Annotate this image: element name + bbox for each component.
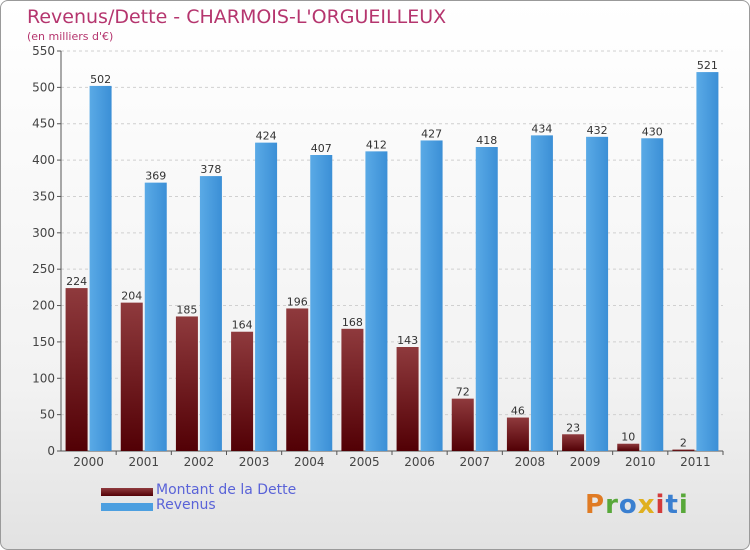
bar-dette xyxy=(341,328,364,451)
data-label-dette: 23 xyxy=(566,421,580,434)
data-label-dette: 10 xyxy=(621,431,635,444)
x-tick-label: 2008 xyxy=(515,455,546,469)
bar-dette xyxy=(562,434,585,451)
y-tick-label: 50 xyxy=(40,408,55,422)
logo-letter: o xyxy=(618,490,638,520)
bar-revenus xyxy=(641,138,664,452)
legend-label-revenus: Revenus xyxy=(156,497,216,513)
data-label-dette: 2 xyxy=(680,437,687,450)
bar-dette xyxy=(65,288,88,451)
bar-revenus xyxy=(530,135,553,451)
logo-letter: i xyxy=(678,490,689,520)
bar-revenus xyxy=(89,85,112,451)
bar-revenus xyxy=(475,147,498,451)
logo-letter: i xyxy=(655,490,666,520)
logo-letter: x xyxy=(637,490,656,520)
data-label-revenus: 378 xyxy=(200,163,221,176)
x-tick-label: 2003 xyxy=(239,455,270,469)
data-label-dette: 72 xyxy=(456,386,470,399)
data-label-revenus: 427 xyxy=(421,127,442,140)
bar-dette xyxy=(231,331,254,451)
data-label-revenus: 432 xyxy=(587,124,608,137)
bar-revenus xyxy=(586,136,609,451)
data-label-dette: 143 xyxy=(397,334,418,347)
bar-revenus xyxy=(696,72,719,451)
data-label-dette: 204 xyxy=(121,290,142,303)
data-label-revenus: 369 xyxy=(145,170,166,183)
bar-revenus xyxy=(365,151,388,451)
x-tick-label: 2007 xyxy=(459,455,490,469)
data-label-revenus: 502 xyxy=(90,73,111,86)
bar-dette xyxy=(175,316,198,451)
bar-revenus xyxy=(310,155,333,451)
data-labels: 224 502 204 369 185 378 164 424 196 407 168 412 143 4… xyxy=(66,59,718,449)
bar-dette xyxy=(506,417,529,451)
y-tick-label: 550 xyxy=(32,44,55,58)
logo-letter: P xyxy=(585,490,606,520)
x-tick-label: 2005 xyxy=(349,455,380,469)
legend-swatch-revenus xyxy=(101,503,153,511)
chart-title: Revenus/Dette - CHARMOIS-L'ORGUEILLEUX xyxy=(27,6,447,28)
legend-label-dette: Montant de la Dette xyxy=(156,482,297,498)
bar-dette xyxy=(286,308,309,451)
bars xyxy=(65,72,719,452)
logo-letter: r xyxy=(605,490,619,520)
x-tick-label: 2004 xyxy=(294,455,325,469)
data-label-dette: 46 xyxy=(511,405,525,418)
logo-letter: t xyxy=(665,490,679,520)
y-tick-label: 250 xyxy=(32,262,55,276)
data-label-revenus: 430 xyxy=(642,125,663,138)
data-label-dette: 164 xyxy=(232,319,253,332)
y-tick-label: 100 xyxy=(32,371,55,385)
data-label-dette: 185 xyxy=(176,303,197,316)
data-label-revenus: 418 xyxy=(476,134,497,147)
grid-lines xyxy=(61,50,723,452)
y-tick-label: 400 xyxy=(32,153,55,167)
y-tick-label: 300 xyxy=(32,226,55,240)
proxiti-logo: Proxiti xyxy=(585,490,689,520)
data-label-revenus: 424 xyxy=(256,130,277,143)
y-tick-label: 350 xyxy=(32,189,55,203)
y-tick-label: 500 xyxy=(32,80,55,94)
bar-dette xyxy=(396,347,419,451)
y-tick-label: 0 xyxy=(47,444,55,458)
data-label-revenus: 521 xyxy=(697,59,718,72)
x-tick-label: 2000 xyxy=(73,455,104,469)
data-label-dette: 196 xyxy=(287,295,308,308)
bar-dette xyxy=(120,302,143,451)
x-tick-label: 2002 xyxy=(184,455,215,469)
bar-revenus xyxy=(255,142,278,452)
data-label-revenus: 434 xyxy=(531,122,552,135)
data-label-revenus: 412 xyxy=(366,138,387,151)
y-tick-label: 450 xyxy=(32,117,55,131)
bar-dette xyxy=(451,398,474,451)
y-tick-label: 150 xyxy=(32,335,55,349)
bar-dette xyxy=(617,443,640,451)
data-label-dette: 224 xyxy=(66,275,87,288)
data-label-dette: 168 xyxy=(342,316,363,329)
bar-revenus xyxy=(144,182,167,452)
data-label-revenus: 407 xyxy=(311,142,332,155)
x-tick-label: 2006 xyxy=(404,455,435,469)
bar-revenus xyxy=(420,140,443,452)
x-tick-label: 2009 xyxy=(570,455,601,469)
chart-subtitle: (en milliers d'€) xyxy=(27,30,114,43)
axes: 0 50 100 150 200 250 300 350 400 450 500 550 2000 200… xyxy=(32,44,724,469)
bar-revenus xyxy=(199,176,222,451)
x-tick-label: 2010 xyxy=(625,455,656,469)
x-tick-label: 2011 xyxy=(680,455,711,469)
x-tick-label: 2001 xyxy=(128,455,159,469)
bar-dette xyxy=(672,449,695,451)
y-tick-label: 200 xyxy=(32,299,55,313)
legend-swatch-dette xyxy=(101,488,153,496)
